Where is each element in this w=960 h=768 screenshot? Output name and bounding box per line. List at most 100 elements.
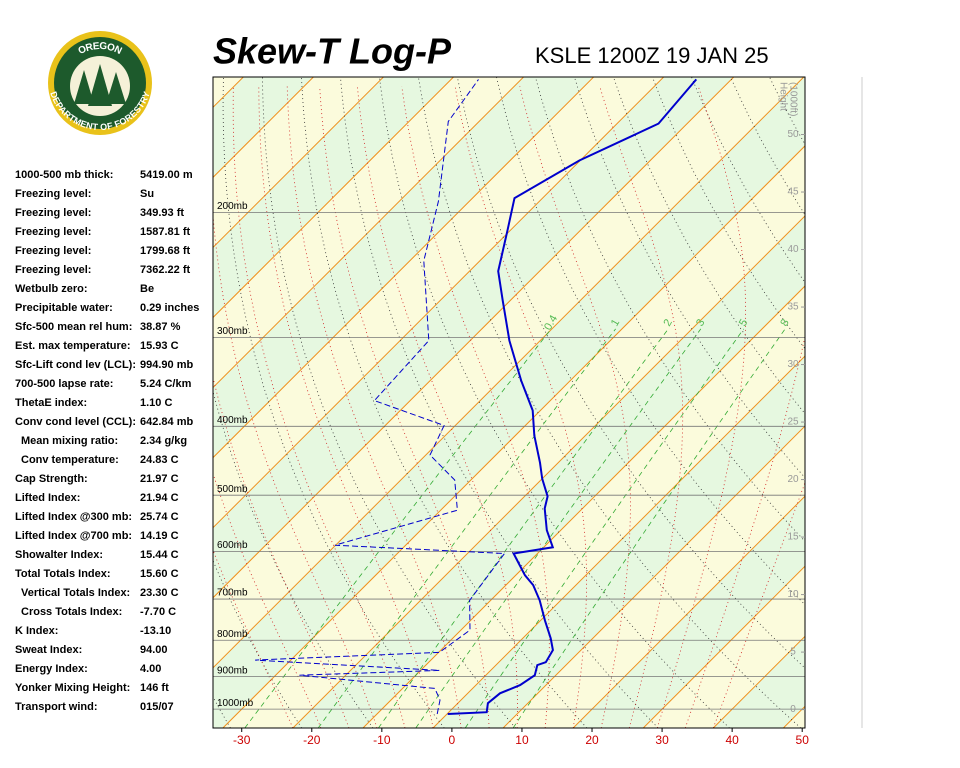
dry-adiabat [926, 77, 960, 728]
y2-tick-label: 15 [787, 532, 799, 543]
isotherm [432, 355, 805, 728]
chart-title: Skew-T Log-P [213, 31, 452, 72]
y2-tick-label: 35 [787, 302, 799, 313]
logo-top: OREGON [76, 40, 123, 56]
stat-label: Energy Index: [15, 663, 88, 675]
moist-adiabat [357, 86, 518, 728]
stat-value: 1587.81 ft [140, 226, 191, 238]
y2-axis-label: (1000ft) [787, 82, 798, 116]
stat-label: Conv cond level (CCL): [15, 416, 137, 428]
moist-adiabat [401, 86, 550, 728]
stat-value: -7.70 C [140, 606, 177, 618]
stat-label: 700-500 lapse rate: [15, 378, 114, 390]
dewpoint-line [255, 79, 506, 715]
stat-label: Mean mixing ratio: [21, 435, 119, 447]
moist-adiabat [258, 86, 434, 728]
stat-value: Su [140, 188, 155, 200]
band [783, 706, 805, 728]
stat-value: 994.90 mb [140, 359, 194, 371]
isotherm [782, 705, 805, 728]
stat-value: -13.10 [140, 625, 172, 637]
x-tick-label: -30 [233, 733, 251, 747]
stat-label: Lifted Index @300 mb: [15, 511, 133, 523]
mixing-ratio-label: 8 [778, 317, 791, 328]
stat-value: 15.44 C [140, 549, 179, 561]
logo-text: OREGON [76, 40, 123, 56]
logo: OREGON DEPARTMENT OF FORESTRY [48, 31, 152, 135]
stat-value: 4.00 [140, 663, 162, 675]
isotherm [213, 77, 524, 389]
stat-value: 7362.22 ft [140, 264, 191, 276]
stat-value: 21.94 C [140, 492, 179, 504]
dry-adiabat [574, 77, 805, 479]
y-tick-label: 800mb [217, 629, 248, 640]
y2-tick-label: 45 [787, 187, 799, 198]
stat-value: 15.60 C [140, 568, 179, 580]
stat-label: Precipitable water: [15, 302, 113, 314]
x-tick-label: 20 [585, 733, 599, 747]
plot-border [212, 76, 806, 729]
y-tick-label: 900mb [217, 665, 248, 676]
isotherm [642, 565, 805, 728]
y2-tick-label: 5 [790, 647, 796, 658]
y-tick-label: 1000mb [217, 698, 254, 709]
stat-value: 0.29 inches [140, 302, 200, 314]
stat-value: 21.97 C [140, 473, 179, 485]
moist-adiabat [213, 375, 350, 728]
stat-value: 14.19 C [140, 530, 179, 542]
y-tick-label: 500mb [217, 484, 248, 495]
dry-adiabat [213, 696, 231, 728]
stat-label: Est. max temperature: [15, 340, 131, 352]
stat-value: 38.87 % [140, 321, 181, 333]
mixing-ratio-label: 2 [661, 317, 674, 328]
stat-label: Lifted Index: [15, 492, 81, 504]
stat-label: Freezing level: [15, 207, 92, 219]
x-tick-label: -20 [303, 733, 321, 747]
y2-tick-label: 40 [787, 244, 799, 255]
band [0, 77, 103, 728]
y-tick-label: 200mb [217, 201, 248, 212]
moist-adiabat [213, 210, 378, 728]
stat-value: 1.10 C [140, 397, 173, 409]
y-tick-label: 300mb [217, 326, 248, 337]
mixing-ratio-line [317, 328, 616, 728]
dry-adiabat [848, 77, 960, 728]
dry-adiabat [535, 77, 805, 542]
x-tick-label: 30 [655, 733, 669, 747]
dry-adiabat [809, 77, 960, 728]
stat-value: 24.83 C [140, 454, 179, 466]
y-tick-label: 700mb [217, 588, 248, 599]
stat-value: 94.00 [140, 644, 168, 656]
band [213, 77, 805, 728]
stat-label: Transport wind: [15, 701, 98, 713]
isotherm [853, 77, 960, 728]
isotherm [572, 495, 805, 728]
stat-label: Cap Strength: [15, 473, 88, 485]
stat-value: 2.34 g/kg [140, 435, 188, 447]
x-tick-label: 10 [515, 733, 529, 747]
stat-value: 1799.68 ft [140, 245, 191, 257]
isotherm [292, 215, 805, 728]
stat-label: Sweat Index: [15, 644, 83, 656]
dry-adiabat [887, 77, 960, 728]
stat-label: Cross Totals Index: [21, 606, 123, 618]
stat-value: 146 ft [140, 682, 169, 694]
y-tick-label: 400mb [217, 415, 248, 426]
stat-label: Freezing level: [15, 226, 92, 238]
x-tick-label: 50 [796, 733, 810, 747]
logo-trees [74, 64, 126, 106]
stat-value: 015/07 [140, 701, 174, 713]
mixing-ratio-line [415, 328, 702, 728]
stat-label: Wetbulb zero: [15, 283, 88, 295]
stat-label: Total Totals Index: [15, 568, 111, 580]
isotherm [213, 77, 665, 529]
moist-adiabat [656, 86, 746, 728]
band [0, 77, 173, 728]
stat-label: Yonker Mixing Height: [15, 682, 131, 694]
isotherm [0, 77, 103, 728]
stat-value: 349.93 ft [140, 207, 185, 219]
dry-adiabat [652, 77, 805, 350]
band [0, 77, 33, 728]
stat-label: Showalter Index: [15, 549, 104, 561]
